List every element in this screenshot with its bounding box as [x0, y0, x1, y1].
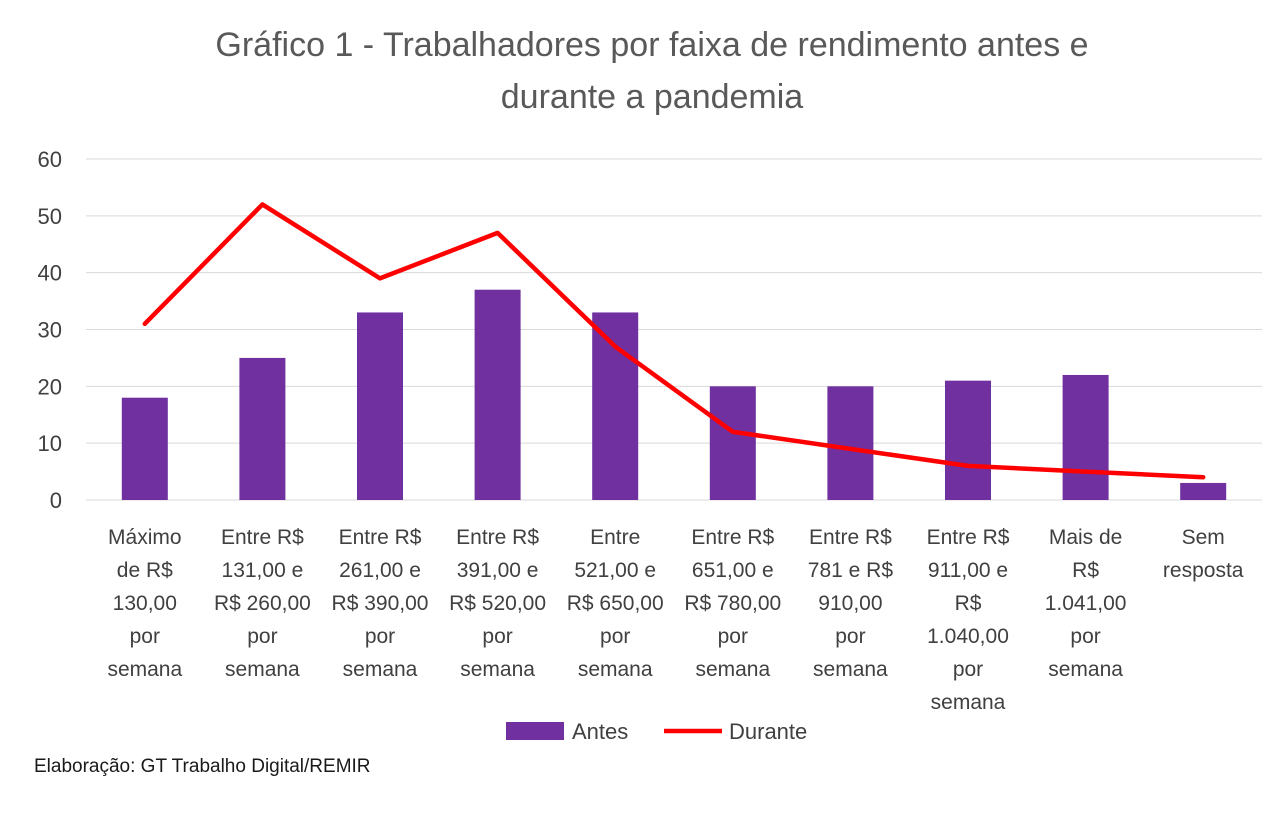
category-label: Entre R$ — [456, 526, 539, 549]
category-label: R$ 390,00 — [332, 592, 429, 615]
category-label: 261,00 e — [339, 559, 421, 582]
category-label: 651,00 e — [692, 559, 774, 582]
bar — [121, 397, 168, 500]
category-label: Mais de — [1049, 526, 1123, 549]
legend-label-durante: Durante — [729, 719, 807, 744]
category-label: 910,00 — [818, 592, 882, 615]
category-label: semana — [107, 658, 182, 681]
y-tick-label: 60 — [38, 147, 62, 172]
category-label: semana — [578, 658, 653, 681]
bar — [239, 357, 286, 500]
category-label: Sem — [1182, 526, 1225, 549]
category-label: de R$ — [117, 559, 173, 582]
category-label: 781 e R$ — [808, 559, 894, 582]
legend-label-antes: Antes — [572, 719, 628, 744]
category-label: por — [482, 625, 512, 648]
category-label: 1.041,00 — [1045, 592, 1127, 615]
category-label: semana — [225, 658, 300, 681]
category-label: por — [247, 625, 277, 648]
category-label: semana — [460, 658, 535, 681]
category-label: semana — [343, 658, 418, 681]
category-label: semana — [813, 658, 888, 681]
category-label: Entre R$ — [339, 526, 422, 549]
category-label: 911,00 e — [928, 559, 1008, 582]
category-label: R$ 650,00 — [567, 592, 664, 615]
bar — [1062, 374, 1109, 500]
category-label: por — [953, 658, 983, 681]
category-label: R$ 520,00 — [449, 592, 546, 615]
category-label: semana — [1048, 658, 1123, 681]
legend-swatch-antes — [506, 722, 564, 740]
category-label: R$ 260,00 — [214, 592, 311, 615]
category-label: 391,00 e — [457, 559, 539, 582]
chart-title-line: durante a pandemia — [501, 78, 804, 116]
category-label: 521,00 e — [574, 559, 656, 582]
category-label: Entre R$ — [927, 526, 1010, 549]
bar — [474, 289, 521, 500]
category-label: Entre — [590, 526, 640, 549]
category-label: 130,00 — [113, 592, 177, 615]
category-label: semana — [695, 658, 770, 681]
category-label: por — [718, 625, 748, 648]
y-tick-label: 20 — [38, 374, 62, 399]
category-label: Máximo — [108, 526, 182, 549]
bar — [945, 380, 991, 500]
y-tick-label: 50 — [38, 204, 62, 229]
category-label: por — [1070, 625, 1100, 648]
category-label: resposta — [1163, 559, 1244, 582]
category-label: Entre R$ — [809, 526, 892, 549]
bar — [357, 312, 403, 500]
category-label: por — [365, 625, 395, 648]
category-label: 131,00 e — [222, 559, 304, 582]
y-tick-label: 30 — [38, 318, 62, 343]
category-label: por — [600, 625, 630, 648]
category-label: R$ 780,00 — [684, 592, 781, 615]
bar — [709, 386, 756, 500]
bar — [827, 386, 874, 500]
y-tick-label: 0 — [50, 488, 62, 513]
line-series-durante — [142, 202, 1206, 480]
y-tick-label: 40 — [38, 261, 62, 286]
category-label: semana — [931, 691, 1006, 714]
y-tick-label: 10 — [38, 431, 62, 456]
chart-title-line: Gráfico 1 - Trabalhadores por faixa de r… — [215, 26, 1088, 64]
category-label: Entre R$ — [691, 526, 774, 549]
category-label: Entre R$ — [221, 526, 304, 549]
bar — [1180, 482, 1227, 500]
category-label: R$ — [955, 592, 982, 615]
category-label: 1.040,00 — [927, 625, 1009, 648]
bar — [592, 312, 639, 500]
source-note: Elaboração: GT Trabalho Digital/REMIR — [34, 756, 371, 777]
category-label: R$ — [1072, 559, 1099, 582]
category-label: por — [835, 625, 865, 648]
category-label: por — [130, 625, 160, 648]
